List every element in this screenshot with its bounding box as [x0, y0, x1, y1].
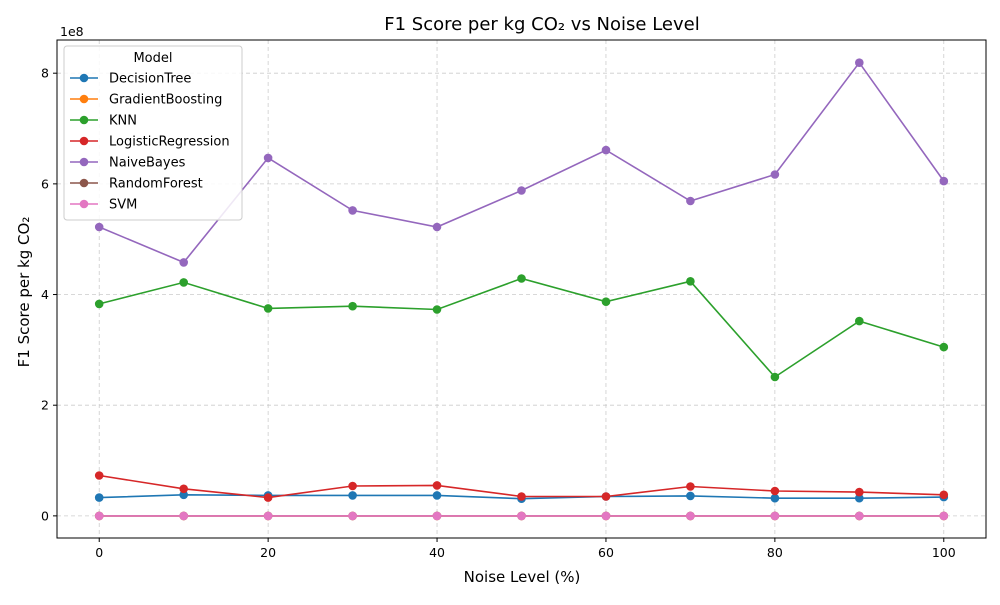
legend-label-decisiontree: DecisionTree	[109, 72, 191, 87]
data-point-knn	[601, 297, 611, 307]
data-point-naivebayes	[94, 222, 104, 232]
data-point-naivebayes	[263, 153, 273, 163]
series-svm	[94, 511, 949, 521]
legend-swatch-marker-naivebayes	[79, 157, 89, 167]
data-point-decisiontree	[179, 490, 188, 500]
x-tick-label: 0	[95, 545, 103, 560]
data-point-logisticregression	[517, 492, 526, 501]
legend-title: Model	[133, 51, 172, 66]
data-point-naivebayes	[432, 222, 442, 232]
data-point-knn	[939, 342, 949, 352]
data-point-svm	[686, 511, 695, 521]
series-knn	[94, 274, 949, 382]
data-point-logisticregression	[686, 482, 695, 491]
data-point-svm	[939, 511, 949, 521]
legend: Model DecisionTree GradientBoosting KNN Logi…	[63, 45, 243, 221]
series-layer	[94, 58, 949, 521]
data-point-knn	[517, 274, 526, 283]
x-axis-label: Noise Level (%)	[464, 568, 581, 586]
data-point-svm	[432, 511, 442, 521]
data-point-logisticregression	[348, 481, 357, 491]
chart-title: F1 Score per kg CO₂ vs Noise Level	[384, 14, 699, 35]
legend-box	[63, 45, 243, 221]
data-point-decisiontree	[686, 491, 695, 501]
data-point-knn	[432, 305, 442, 314]
data-point-naivebayes	[601, 145, 611, 155]
data-point-naivebayes	[770, 170, 780, 179]
y-tick-label: 4	[41, 287, 49, 302]
data-point-svm	[517, 511, 526, 521]
x-tick-label: 20	[260, 545, 276, 560]
legend-label-logisticregression: LogisticRegression	[109, 135, 230, 150]
data-point-knn	[263, 304, 273, 313]
data-point-naivebayes	[517, 186, 526, 195]
legend-swatch-marker-decisiontree	[79, 73, 89, 83]
legend-label-randomforest: RandomForest	[109, 177, 203, 192]
data-point-naivebayes	[855, 58, 864, 67]
legend-swatch-marker-gradientboosting	[79, 94, 89, 104]
y-tick-label: 8	[41, 66, 49, 81]
data-point-knn	[94, 299, 104, 309]
data-point-svm	[179, 511, 188, 521]
y-tick-label: 2	[41, 398, 49, 413]
legend-swatch-marker-svm	[79, 199, 89, 209]
legend-label-knn: KNN	[109, 114, 137, 129]
y-tick-label: 0	[41, 508, 49, 523]
data-point-decisiontree	[855, 493, 864, 503]
tick-layer: 0 20 40 60 80 100 0 2 4 6 8	[41, 66, 956, 560]
data-point-logisticregression	[179, 484, 188, 494]
data-point-naivebayes	[179, 258, 188, 267]
x-tick-label: 60	[598, 545, 614, 560]
data-point-naivebayes	[939, 176, 949, 186]
data-point-logisticregression	[263, 493, 273, 502]
data-point-logisticregression	[432, 481, 442, 490]
data-point-logisticregression	[94, 471, 104, 480]
x-tick-label: 80	[767, 545, 783, 560]
data-point-svm	[601, 511, 611, 521]
data-point-knn	[179, 278, 188, 287]
plot-frame	[56, 39, 987, 539]
data-point-decisiontree	[348, 491, 357, 500]
data-point-knn	[348, 301, 357, 311]
x-tick-label: 100	[932, 545, 956, 560]
series-logisticregression	[94, 471, 949, 502]
data-point-svm	[94, 511, 104, 521]
y-axis-offset-label: 1e8	[60, 24, 84, 39]
data-point-knn	[770, 372, 780, 382]
y-axis-label: F1 Score per kg CO₂	[15, 217, 33, 368]
data-point-svm	[348, 511, 357, 521]
data-point-naivebayes	[686, 196, 695, 206]
x-tick-label: 40	[429, 545, 445, 560]
data-point-logisticregression	[601, 492, 611, 501]
legend-label-naivebayes: NaiveBayes	[109, 156, 186, 171]
data-point-logisticregression	[770, 486, 780, 496]
legend-label-svm: SVM	[109, 198, 137, 213]
data-point-knn	[686, 277, 695, 286]
data-point-svm	[855, 511, 864, 521]
data-point-decisiontree	[94, 493, 104, 502]
data-point-knn	[855, 316, 864, 326]
legend-swatch-marker-logisticregression	[79, 136, 89, 146]
series-line-knn	[99, 277, 945, 379]
y-tick-label: 6	[41, 176, 49, 191]
legend-swatch-marker-randomforest	[79, 178, 89, 188]
data-point-decisiontree	[770, 493, 780, 503]
data-point-decisiontree	[432, 491, 442, 500]
data-point-svm	[263, 511, 273, 521]
data-point-naivebayes	[348, 206, 357, 215]
data-point-logisticregression	[939, 490, 949, 500]
data-point-logisticregression	[855, 487, 864, 497]
data-point-svm	[770, 511, 780, 521]
legend-swatch-marker-knn	[79, 115, 89, 125]
legend-label-gradientboosting: GradientBoosting	[109, 93, 222, 108]
